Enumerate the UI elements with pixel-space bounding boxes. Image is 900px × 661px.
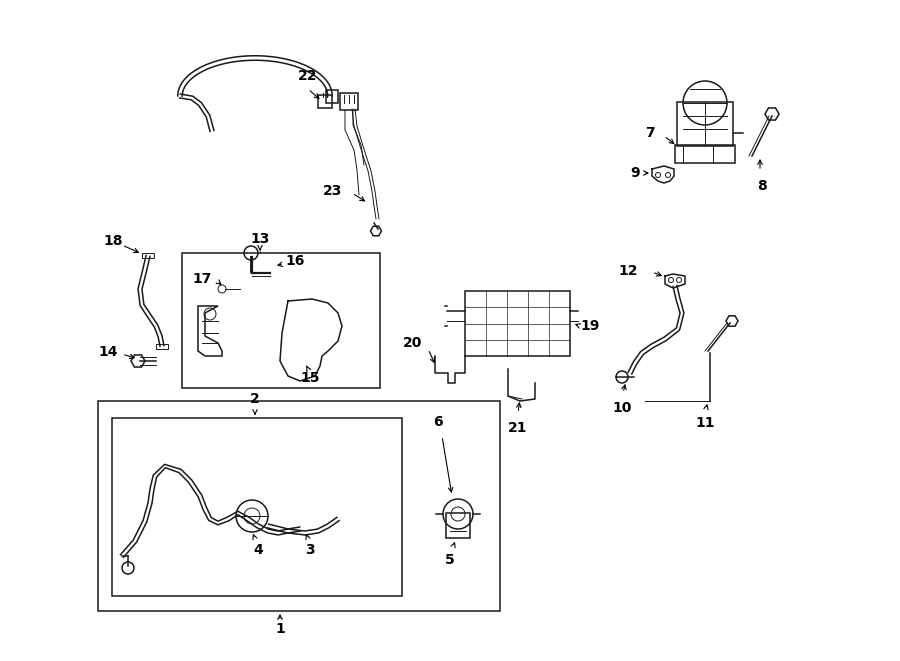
Text: 9: 9	[630, 166, 640, 180]
Bar	[446, 513, 470, 538]
Text: 10: 10	[612, 401, 632, 415]
Text: 6: 6	[433, 415, 443, 429]
Bar	[465, 291, 570, 356]
Bar	[182, 253, 380, 388]
Bar	[156, 344, 168, 349]
Bar	[142, 253, 154, 258]
Text: 21: 21	[508, 421, 527, 435]
Text: 3: 3	[305, 543, 315, 557]
Text: 16: 16	[285, 254, 304, 268]
Text: 12: 12	[618, 264, 638, 278]
Bar	[112, 418, 402, 596]
Text: 15: 15	[301, 371, 320, 385]
Bar	[98, 401, 500, 611]
Text: 11: 11	[695, 416, 715, 430]
Text: 1: 1	[275, 622, 285, 636]
Text: 17: 17	[193, 272, 212, 286]
Bar	[340, 93, 358, 110]
Text: 19: 19	[580, 319, 599, 333]
Bar	[318, 95, 332, 108]
Text: 18: 18	[104, 234, 122, 248]
Text: 23: 23	[322, 184, 342, 198]
Bar	[326, 90, 338, 103]
Bar	[677, 102, 733, 146]
Bar	[675, 145, 735, 163]
Text: 14: 14	[98, 345, 118, 359]
Text: 8: 8	[757, 179, 767, 193]
Text: 2: 2	[250, 392, 260, 406]
Text: 5: 5	[446, 553, 454, 567]
Text: 7: 7	[645, 126, 655, 140]
Text: 13: 13	[250, 232, 270, 246]
Text: 22: 22	[298, 69, 318, 83]
Text: 4: 4	[253, 543, 263, 557]
Text: 20: 20	[402, 336, 422, 350]
